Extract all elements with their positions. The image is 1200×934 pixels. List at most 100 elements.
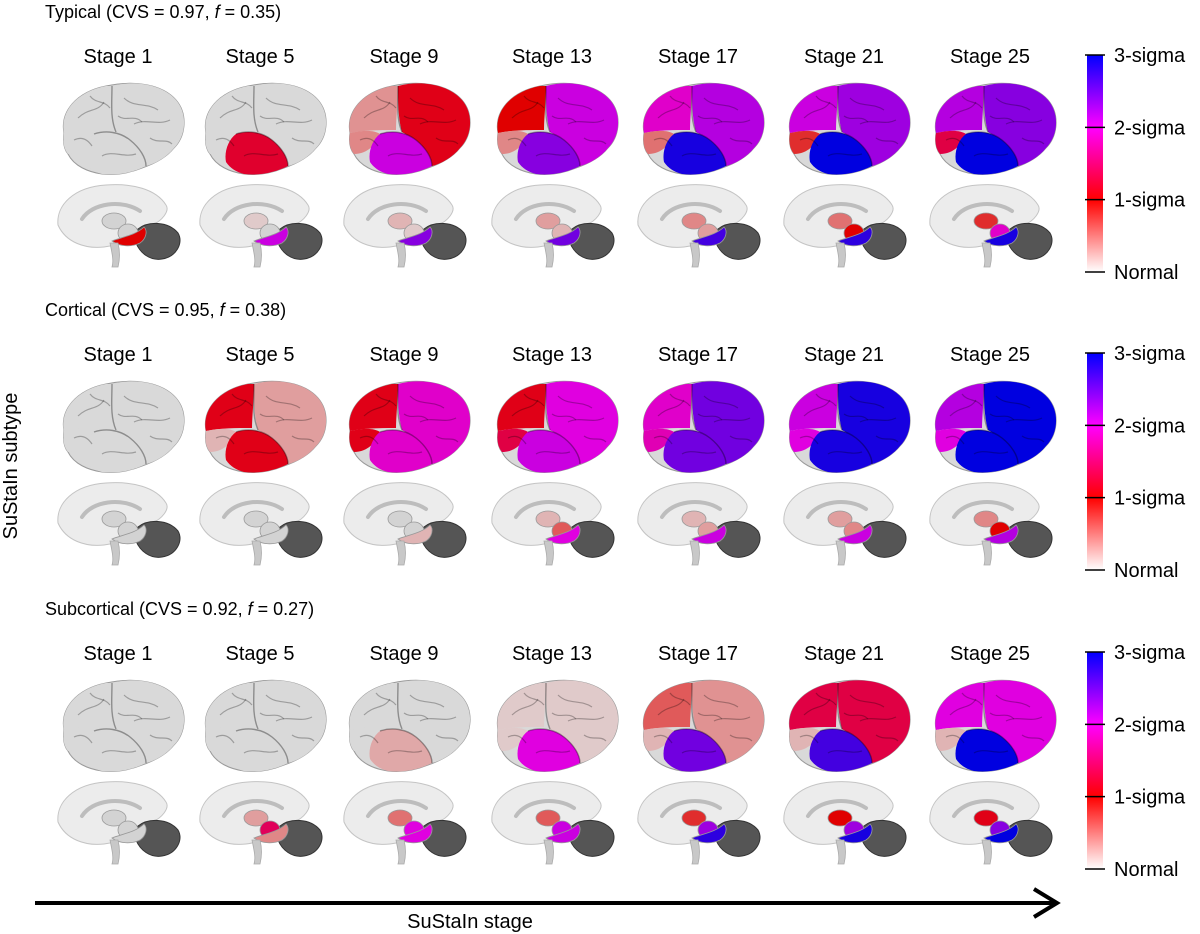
temporal-region bbox=[225, 430, 288, 473]
central-sulcus bbox=[544, 682, 551, 730]
frontal-region bbox=[112, 680, 185, 763]
hippocampus bbox=[253, 823, 289, 844]
subcortex-medial-view bbox=[637, 781, 761, 865]
subtype-panel: Typical (CVS = 0.97, f = 0.35) Stage 1 Sta… bbox=[45, 2, 1186, 284]
hippocampus bbox=[111, 524, 147, 545]
sylvian-fissure bbox=[819, 429, 873, 465]
hippocampus bbox=[983, 524, 1019, 545]
temporal-region bbox=[955, 132, 1018, 175]
parietal-region bbox=[205, 683, 254, 730]
gyrus-fold bbox=[403, 712, 429, 720]
thalamus bbox=[681, 510, 707, 528]
thalamus bbox=[101, 510, 127, 528]
gyrus-fold bbox=[697, 712, 723, 720]
gyrus-fold bbox=[843, 413, 869, 421]
gyrus-fold bbox=[815, 692, 837, 706]
temporal-region bbox=[955, 430, 1018, 473]
hippocampus bbox=[837, 524, 873, 545]
occipital-region bbox=[497, 727, 528, 751]
gyrus-fold bbox=[713, 716, 751, 722]
corpus-callosum bbox=[366, 202, 428, 221]
frontal-region bbox=[692, 680, 765, 763]
central-sulcus bbox=[110, 682, 117, 730]
brainstem bbox=[835, 839, 846, 865]
gyrus-fold bbox=[551, 712, 577, 720]
gyrus-fold bbox=[535, 451, 571, 455]
gyrus-fold bbox=[89, 692, 111, 706]
frontal-region bbox=[546, 381, 619, 464]
stage-label: Stage 1 bbox=[84, 643, 153, 665]
frontal-region bbox=[254, 381, 327, 464]
subcortex-medial-view bbox=[199, 482, 323, 566]
subcortex-medial-view bbox=[929, 482, 1053, 566]
central-sulcus bbox=[396, 682, 403, 730]
gyrus-fold bbox=[557, 97, 593, 111]
gyrus-fold bbox=[849, 395, 885, 409]
thalamus bbox=[973, 212, 999, 230]
brainstem bbox=[543, 242, 554, 268]
brainstem bbox=[251, 540, 262, 566]
gyrus-fold bbox=[961, 95, 983, 109]
sylvian-fissure bbox=[527, 131, 581, 167]
gyrus-fold bbox=[419, 417, 457, 423]
sylvian-fissure bbox=[965, 131, 1019, 167]
temporal-region bbox=[517, 132, 580, 175]
gyrus-fold bbox=[507, 734, 527, 744]
central-sulcus bbox=[836, 383, 843, 431]
gyrus-fold bbox=[843, 712, 869, 720]
frontal-region bbox=[692, 83, 765, 166]
thalamus bbox=[101, 212, 127, 230]
central-sulcus bbox=[252, 85, 259, 133]
gyrus-fold bbox=[949, 399, 977, 417]
brainstem bbox=[109, 839, 120, 865]
occipital-region bbox=[497, 130, 528, 154]
frontal-region bbox=[398, 83, 471, 166]
central-sulcus bbox=[544, 85, 551, 133]
corpus-callosum bbox=[514, 202, 576, 221]
colorbar-label: Normal bbox=[1114, 859, 1178, 881]
thalamus bbox=[387, 510, 413, 528]
gyrus-fold bbox=[843, 115, 869, 123]
thalamus bbox=[535, 212, 561, 230]
gyrus-fold bbox=[859, 119, 897, 125]
gyrus-fold bbox=[363, 399, 391, 417]
gyrus-fold bbox=[729, 137, 753, 145]
frontal-region bbox=[838, 381, 911, 464]
gyrus-fold bbox=[265, 395, 301, 409]
thalamus bbox=[827, 510, 853, 528]
corpus-callosum bbox=[806, 202, 868, 221]
gyrus-fold bbox=[259, 115, 285, 123]
hippocampus bbox=[111, 823, 147, 844]
central-sulcus bbox=[396, 383, 403, 431]
thalamus bbox=[387, 212, 413, 230]
occipital-region bbox=[205, 130, 236, 154]
temporal-region bbox=[809, 729, 872, 772]
hippocampus bbox=[691, 524, 727, 545]
hippocampus bbox=[253, 226, 289, 247]
brainstem bbox=[395, 242, 406, 268]
gyrus-fold bbox=[363, 101, 391, 119]
gyrus-fold bbox=[859, 417, 897, 423]
gyrus-fold bbox=[291, 435, 315, 443]
central-sulcus bbox=[396, 85, 403, 133]
gyrus-fold bbox=[219, 101, 247, 119]
frontal-region bbox=[838, 680, 911, 763]
colorbar bbox=[1087, 55, 1103, 272]
hippocampus bbox=[545, 226, 581, 247]
subcortex-medial-view bbox=[57, 184, 181, 268]
gyrus-fold bbox=[133, 417, 171, 423]
gyrus-fold bbox=[697, 413, 723, 421]
corpus-callosum bbox=[80, 202, 142, 221]
occipital-region bbox=[935, 727, 966, 751]
brainstem bbox=[981, 242, 992, 268]
sylvian-fissure bbox=[379, 429, 433, 465]
cortex-lateral-view bbox=[642, 380, 765, 473]
gyrus-fold bbox=[557, 694, 593, 708]
gyrus-fold bbox=[961, 393, 983, 407]
temporal-region bbox=[809, 132, 872, 175]
gyrus-fold bbox=[657, 399, 685, 417]
gyrus-fold bbox=[291, 734, 315, 742]
gyrus-fold bbox=[1021, 137, 1045, 145]
occipital-region bbox=[63, 727, 94, 751]
gyrus-fold bbox=[133, 119, 171, 125]
